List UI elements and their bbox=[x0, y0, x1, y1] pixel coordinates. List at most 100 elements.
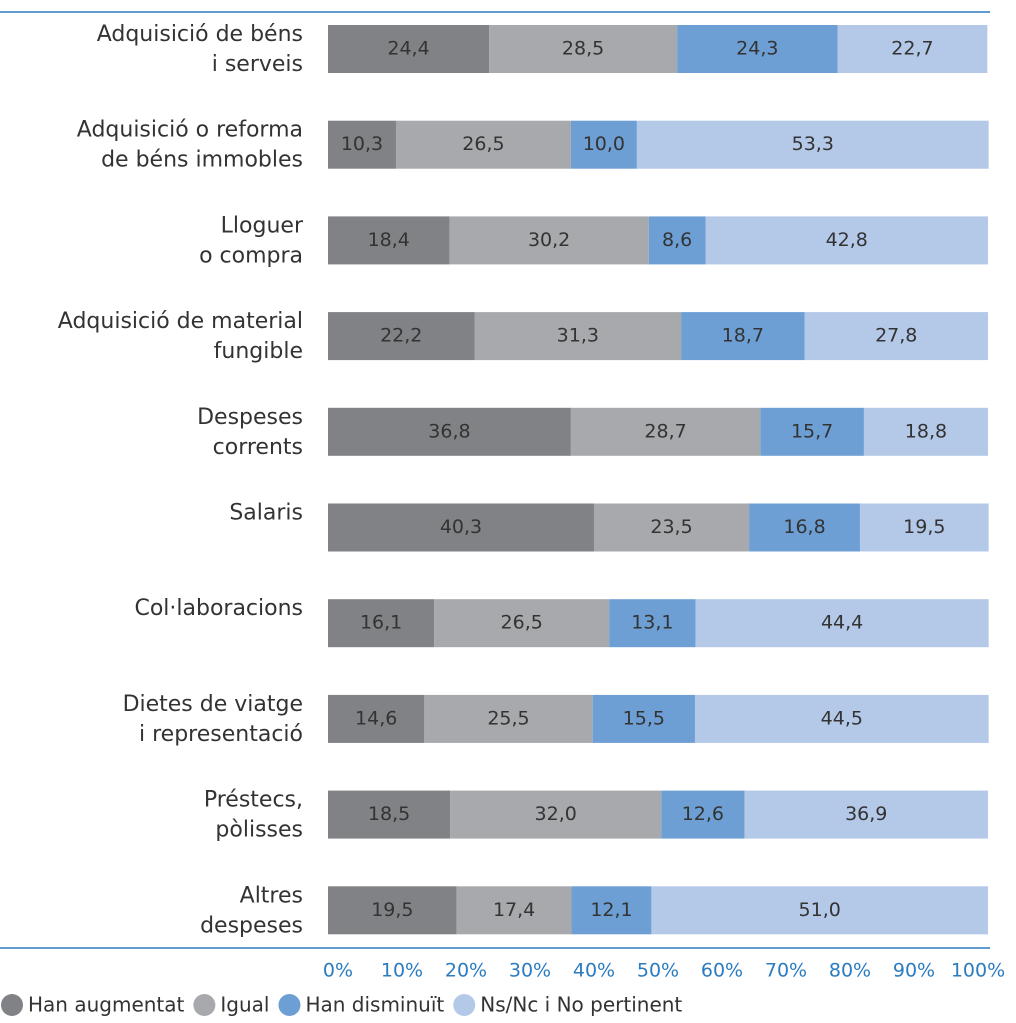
value-label: 27,8 bbox=[875, 325, 917, 347]
x-tick-label: 10% bbox=[381, 960, 423, 982]
value-label: 12,1 bbox=[590, 899, 632, 921]
bar-segment bbox=[863, 407, 988, 456]
bar-segment bbox=[328, 312, 475, 361]
bar-segment bbox=[328, 886, 457, 935]
value-label: 10,0 bbox=[583, 133, 625, 155]
value-label: 51,0 bbox=[799, 899, 841, 921]
x-tick-label: 0% bbox=[323, 960, 353, 982]
legend-label: Ns/Nc i No pertinent bbox=[480, 993, 682, 1017]
value-label: 18,7 bbox=[722, 325, 764, 347]
category-label: Adquisició o reforma de béns immobles bbox=[77, 118, 303, 173]
category-label: Dietes de viatge i representació bbox=[123, 692, 303, 747]
bar-segment bbox=[328, 407, 571, 456]
bar-segment bbox=[450, 790, 662, 839]
category-line: Col·laboracions bbox=[134, 596, 303, 621]
bar-segment bbox=[593, 503, 750, 552]
x-tick-label: 60% bbox=[701, 960, 743, 982]
bar-segment bbox=[744, 790, 988, 839]
value-label: 24,4 bbox=[387, 38, 429, 60]
value-label: 12,6 bbox=[682, 803, 724, 825]
bar-segment bbox=[636, 120, 989, 169]
x-tick-label: 100% bbox=[951, 960, 1005, 982]
value-label: 24,3 bbox=[736, 38, 778, 60]
value-label: 22,2 bbox=[380, 325, 422, 347]
bar-segment bbox=[474, 312, 682, 361]
category-line: Lloguer bbox=[221, 213, 304, 238]
category-label: Despeses corrents bbox=[197, 405, 303, 460]
value-label: 36,8 bbox=[428, 420, 470, 442]
value-label: 16,1 bbox=[360, 612, 402, 634]
bar-segment bbox=[694, 694, 989, 743]
value-label: 10,3 bbox=[341, 133, 383, 155]
category-line: fungible bbox=[214, 339, 303, 364]
category-line: pòlisses bbox=[215, 818, 303, 843]
bar-segment bbox=[395, 120, 571, 169]
bar-segment bbox=[677, 25, 838, 73]
category-line: Adquisició o reforma bbox=[77, 118, 303, 143]
bar-segment bbox=[705, 216, 988, 265]
category-line: despeses bbox=[200, 913, 303, 938]
category-line: Despeses bbox=[197, 405, 303, 430]
value-label: 40,3 bbox=[440, 516, 482, 538]
value-label: 36,9 bbox=[845, 803, 887, 825]
legend-label: Han augmentat bbox=[28, 993, 185, 1017]
value-label: 44,4 bbox=[821, 612, 863, 634]
bar-segment bbox=[760, 407, 864, 456]
bar-segment bbox=[489, 25, 678, 73]
bar-segment bbox=[570, 120, 637, 169]
legend-label: Han disminuït bbox=[305, 993, 444, 1017]
x-tick-label: 80% bbox=[829, 960, 871, 982]
category-label: Lloguer o compra bbox=[199, 213, 304, 268]
category-line: Dietes de viatge bbox=[123, 692, 303, 717]
bar-segment bbox=[328, 25, 490, 73]
category-label: Salaris bbox=[229, 501, 303, 526]
category-line: o compra bbox=[199, 243, 303, 268]
value-label: 19,5 bbox=[371, 899, 413, 921]
category-line: de béns immobles bbox=[101, 148, 303, 173]
bar-segment bbox=[859, 503, 989, 552]
value-label: 16,8 bbox=[783, 516, 825, 538]
value-label: 26,5 bbox=[501, 612, 543, 634]
value-label: 15,7 bbox=[791, 420, 833, 442]
value-label: 32,0 bbox=[535, 803, 577, 825]
bar-segment bbox=[328, 503, 594, 552]
bar-segment bbox=[328, 694, 425, 743]
value-label: 22,7 bbox=[891, 38, 933, 60]
x-tick-label: 90% bbox=[893, 960, 935, 982]
bar-segment bbox=[592, 694, 695, 743]
category-label: Adquisició de material fungible bbox=[58, 309, 303, 364]
bar-segment bbox=[328, 120, 396, 169]
legend-swatch bbox=[453, 994, 476, 1016]
category-line: i representació bbox=[139, 722, 303, 747]
value-label: 30,2 bbox=[528, 229, 570, 251]
category-line: corrents bbox=[213, 435, 303, 460]
value-label: 53,3 bbox=[792, 133, 834, 155]
bar-segment bbox=[804, 312, 988, 361]
bar-segment bbox=[328, 790, 451, 839]
category-line: Préstecs, bbox=[204, 788, 303, 813]
bar-segment bbox=[328, 216, 450, 265]
value-label: 44,5 bbox=[821, 707, 863, 729]
bar-segment bbox=[424, 694, 593, 743]
legend-swatch bbox=[1, 994, 23, 1016]
bar-segment bbox=[695, 599, 989, 648]
legend-label: Igual bbox=[220, 993, 269, 1017]
category-label: Altres despeses bbox=[200, 883, 303, 938]
category-line: i serveis bbox=[212, 52, 303, 77]
bar-segment bbox=[681, 312, 805, 361]
bar-segment bbox=[434, 599, 610, 648]
category-line: Adquisició de material bbox=[58, 309, 303, 334]
x-tick-label: 30% bbox=[509, 960, 551, 982]
bar-segment bbox=[749, 503, 860, 552]
bar-segment bbox=[651, 886, 988, 935]
value-label: 17,4 bbox=[493, 899, 535, 921]
bar-segment bbox=[609, 599, 696, 648]
x-tick-label: 40% bbox=[573, 960, 615, 982]
value-label: 26,5 bbox=[462, 133, 504, 155]
category-label: Col·laboracions bbox=[134, 596, 303, 621]
bar-segment bbox=[661, 790, 745, 839]
bar-segment bbox=[449, 216, 649, 265]
value-label: 18,4 bbox=[368, 229, 410, 251]
x-tick-label: 50% bbox=[637, 960, 679, 982]
